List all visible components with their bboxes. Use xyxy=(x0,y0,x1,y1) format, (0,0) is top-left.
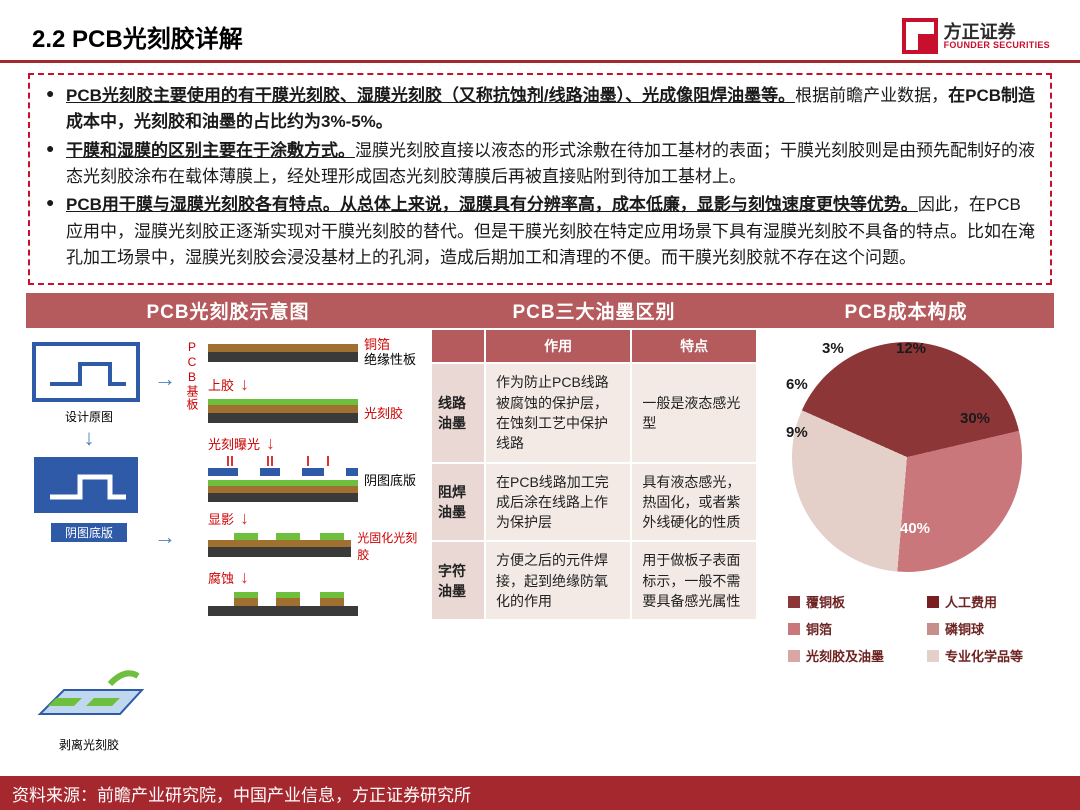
source-bar: 资料来源：前瞻产业研究院，中国产业信息，方正证券研究所 xyxy=(0,777,1080,810)
pie-legend: 覆铜板 人工费用铜箔 磷铜球光刻胶及油墨 专业化学品等 xyxy=(784,592,1044,665)
arrow-right-icon: → xyxy=(154,524,178,550)
brand-cn: 方正证券 xyxy=(944,23,1050,41)
legend-item: 覆铜板 xyxy=(788,592,905,611)
sect-a-title: PCB光刻胶示意图 xyxy=(26,293,430,328)
sect-b-title: PCB三大油墨区别 xyxy=(430,293,758,328)
peel-icon xyxy=(30,654,148,736)
process-diagram: 设计原图 ↓ 阴图底版 剥离光刻胶 xyxy=(26,328,430,753)
table-row: 字符油墨 方便之后的元件焊接，起到绝缘防氧化的作用 用于做板子表面标示，一般不需… xyxy=(432,542,756,619)
summary-box: PCB光刻胶主要使用的有干膜光刻胶、湿膜光刻胶（又称抗蚀剂/线路油墨）、光成像阻… xyxy=(28,73,1052,285)
col-pie: PCB成本构成 40%30%12%3%6%9% 覆铜板 人工费用铜箔 磷铜球光刻胶及… xyxy=(758,293,1054,753)
cost-pie-chart: 40%30%12%3%6%9% xyxy=(792,342,1022,572)
bullet-3: PCB用干膜与湿膜光刻胶各有特点。从总体上来说，湿膜具有分辨率高，成本低廉，显影… xyxy=(44,192,1036,271)
legend-item: 专业化学品等 xyxy=(927,646,1044,665)
columns: PCB光刻胶示意图 设计原图 ↓ 阴图底版 xyxy=(0,293,1080,753)
bullet-1: PCB光刻胶主要使用的有干膜光刻胶、湿膜光刻胶（又称抗蚀剂/线路油墨）、光成像阻… xyxy=(44,83,1036,136)
design-icon xyxy=(30,336,142,408)
legend-item: 磷铜球 xyxy=(927,619,1044,638)
header-rule xyxy=(0,60,1080,63)
brand-en: FOUNDER SECURITIES xyxy=(944,41,1050,50)
page-title: 2.2 PCB光刻胶详解 xyxy=(32,19,243,54)
pcb-substrate-label: PCB基板 xyxy=(184,340,201,411)
neg-icon xyxy=(30,451,142,521)
col-table: PCB三大油墨区别 作用 特点 线路油墨 作为防止PCB线路被腐蚀的保护层，在蚀… xyxy=(430,293,758,753)
brand-logo: 方正证券 FOUNDER SECURITIES xyxy=(902,18,1050,54)
table-row: 阻焊油墨 在PCB线路加工完成后涂在线路上作为保护层 具有液态感光，热固化，或者… xyxy=(432,464,756,541)
header: 2.2 PCB光刻胶详解 方正证券 FOUNDER SECURITIES xyxy=(0,0,1080,58)
bullet-2: 干膜和湿膜的区别主要在于涂敷方式。湿膜光刻胶直接以液态的形式涂敷在待加工基材的表… xyxy=(44,138,1036,191)
col-diagram: PCB光刻胶示意图 设计原图 ↓ 阴图底版 xyxy=(26,293,430,753)
arrow-down-icon: ↓ xyxy=(30,425,148,451)
arrow-right-icon: → xyxy=(154,366,178,392)
legend-item: 铜箔 xyxy=(788,619,905,638)
logo-icon xyxy=(902,18,938,54)
sect-c-title: PCB成本构成 xyxy=(758,293,1054,328)
legend-item: 人工费用 xyxy=(927,592,1044,611)
table-row: 线路油墨 作为防止PCB线路被腐蚀的保护层，在蚀刻工艺中保护线路 一般是液态感光… xyxy=(432,364,756,461)
ink-table: 作用 特点 线路油墨 作为防止PCB线路被腐蚀的保护层，在蚀刻工艺中保护线路 一… xyxy=(430,328,758,621)
legend-item: 光刻胶及油墨 xyxy=(788,646,905,665)
